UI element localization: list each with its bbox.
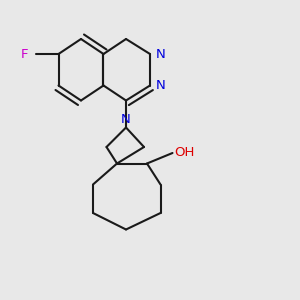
Text: N: N [155, 47, 165, 61]
Text: N: N [121, 113, 131, 126]
Text: OH: OH [174, 146, 194, 160]
Text: F: F [21, 47, 28, 61]
Text: N: N [155, 79, 165, 92]
